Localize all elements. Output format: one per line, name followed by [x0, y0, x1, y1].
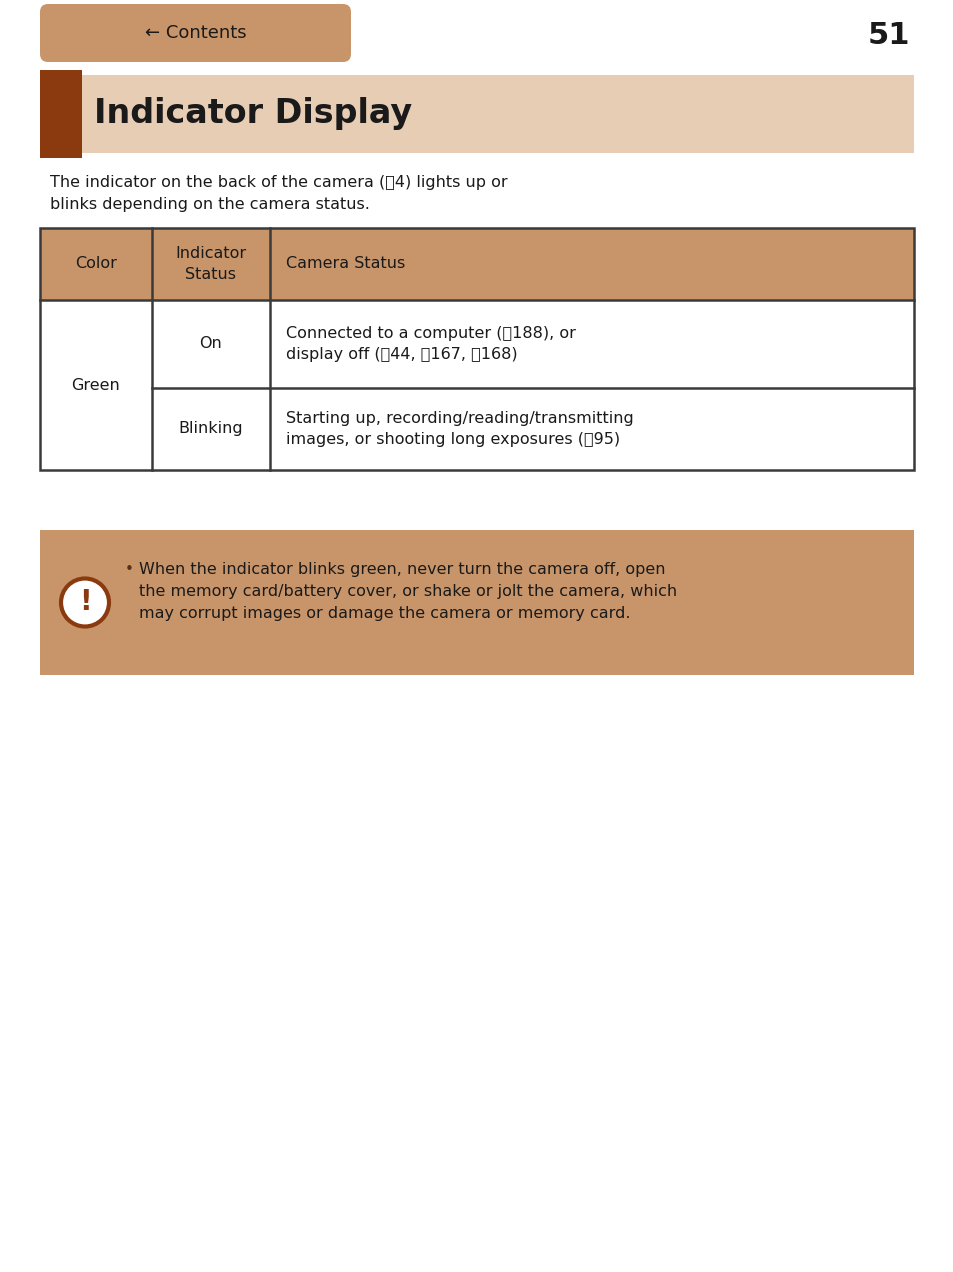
Bar [40, 228, 913, 469]
Text: the memory card/battery cover, or shake or jolt the camera, which: the memory card/battery cover, or shake … [139, 584, 677, 599]
Text: Indicator
Status: Indicator Status [175, 245, 246, 282]
Bar [40, 228, 913, 300]
Text: On: On [199, 337, 222, 351]
Circle shape [61, 579, 109, 627]
Bar [40, 70, 82, 158]
Bar [40, 530, 913, 675]
Text: Color: Color [75, 257, 117, 271]
Text: Green: Green [71, 378, 120, 393]
Text: Indicator Display: Indicator Display [94, 98, 412, 131]
Text: may corrupt images or damage the camera or memory card.: may corrupt images or damage the camera … [139, 605, 630, 621]
Text: When the indicator blinks green, never turn the camera off, open: When the indicator blinks green, never t… [139, 562, 665, 577]
Text: Blinking: Blinking [178, 421, 243, 436]
Text: blinks depending on the camera status.: blinks depending on the camera status. [50, 197, 370, 212]
Bar [40, 300, 913, 469]
FancyBboxPatch shape [40, 4, 351, 62]
Text: Connected to a computer (📖188), or
display off (📖44, 📖167, 📖168): Connected to a computer (📖188), or displ… [286, 326, 576, 363]
Text: !: ! [78, 588, 91, 616]
Bar [40, 75, 913, 153]
Text: The indicator on the back of the camera (📖4) lights up or: The indicator on the back of the camera … [50, 176, 507, 190]
Text: Starting up, recording/reading/transmitting
images, or shooting long exposures (: Starting up, recording/reading/transmitt… [286, 411, 633, 448]
Text: 51: 51 [866, 20, 909, 50]
Text: ← Contents: ← Contents [145, 24, 246, 42]
Text: Camera Status: Camera Status [286, 257, 405, 271]
Text: •: • [125, 562, 133, 577]
